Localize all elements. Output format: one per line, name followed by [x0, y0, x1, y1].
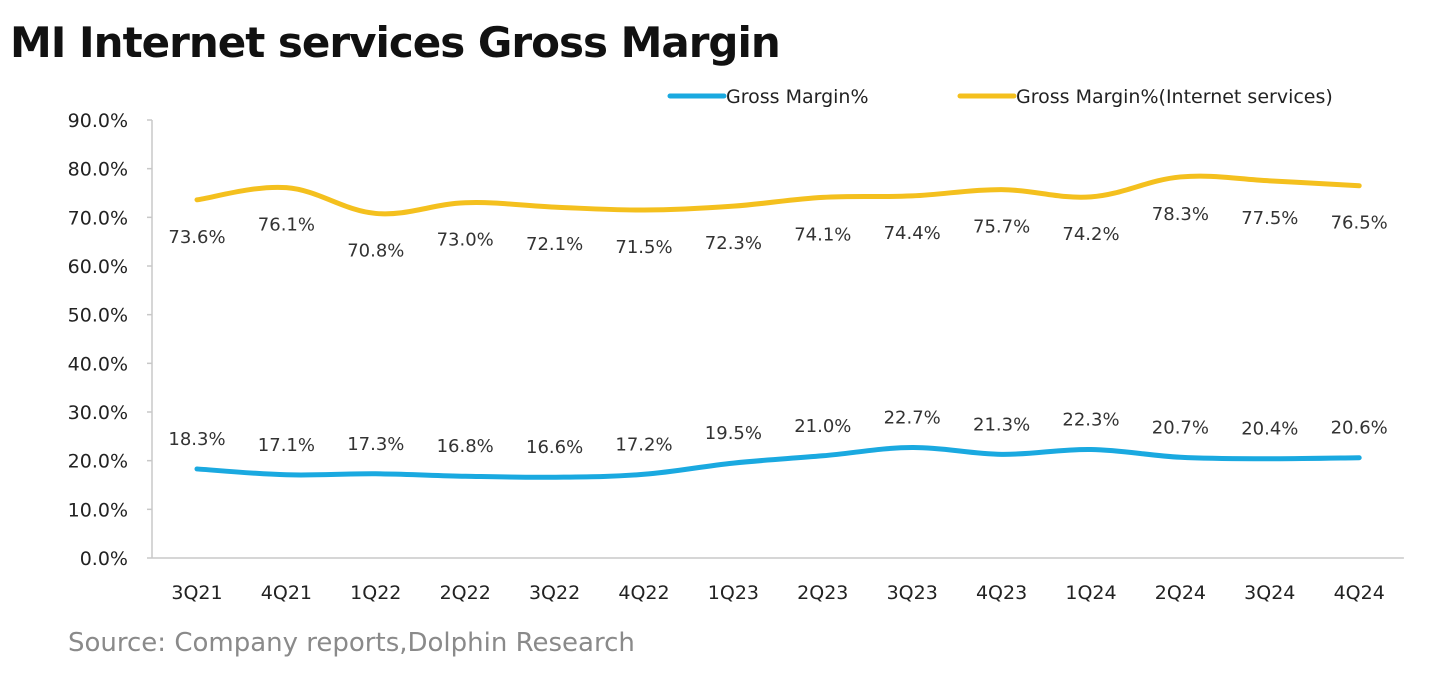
y-tick-label: 10.0% — [68, 499, 128, 521]
data-label: 76.5% — [1331, 213, 1388, 234]
legend-label: Gross Margin%(Internet services) — [1016, 86, 1333, 108]
series-line-1 — [194, 173, 1362, 217]
y-tick-label: 60.0% — [68, 256, 128, 278]
y-tick-label: 90.0% — [68, 110, 128, 132]
data-labels: 18.3% 17.1% 17.3% 16.8% 16.6% 17.2% 19.5% 21.0%… — [168, 204, 1387, 458]
data-label: 17.3% — [347, 434, 404, 455]
data-label: 20.4% — [1241, 419, 1298, 440]
y-tick-label: 40.0% — [68, 353, 128, 375]
x-tick-label: 4Q24 — [1334, 582, 1385, 604]
data-label: 21.0% — [794, 416, 851, 437]
data-label: 17.1% — [258, 435, 315, 456]
series-lines — [194, 173, 1362, 480]
x-tick-label: 3Q21 — [171, 582, 222, 604]
data-label: 16.6% — [526, 437, 583, 458]
data-label: 22.3% — [1062, 409, 1119, 430]
x-tick-label: 3Q22 — [529, 582, 580, 604]
y-tick-label: 0.0% — [80, 548, 128, 570]
y-tick-label: 30.0% — [68, 402, 128, 424]
data-label: 76.1% — [258, 215, 315, 236]
data-label: 72.3% — [705, 233, 762, 254]
x-tick-label: 3Q24 — [1244, 582, 1295, 604]
data-label: 74.2% — [1062, 224, 1119, 245]
data-label: 72.1% — [526, 234, 583, 255]
data-label: 74.1% — [794, 224, 851, 245]
legend-label: Gross Margin% — [726, 86, 869, 108]
y-tick-label: 80.0% — [68, 159, 128, 181]
data-label: 73.6% — [168, 227, 225, 248]
x-tick-label: 4Q21 — [261, 582, 312, 604]
legend: Gross Margin% Gross Margin%(Internet serv… — [667, 86, 1333, 108]
x-axis: 3Q21 4Q21 1Q22 2Q22 3Q22 4Q22 1Q23 2Q23 3Q23 4Q23… — [152, 557, 1404, 604]
y-tick-label: 50.0% — [68, 305, 128, 327]
data-label: 78.3% — [1152, 204, 1209, 225]
y-axis: 0.0% 10.0% 20.0% 30.0% 40.0% 50.0% 60.0% 70.0% 8… — [68, 110, 153, 570]
data-label: 19.5% — [705, 423, 762, 444]
x-tick-label: 4Q23 — [976, 582, 1027, 604]
x-tick-label: 2Q24 — [1155, 582, 1206, 604]
data-label: 70.8% — [347, 240, 404, 261]
x-tick-label: 3Q23 — [887, 582, 938, 604]
data-label: 18.3% — [168, 429, 225, 450]
x-tick-label: 1Q24 — [1065, 582, 1116, 604]
data-label: 20.6% — [1331, 418, 1388, 439]
data-label: 74.4% — [884, 223, 941, 244]
series-line-0 — [194, 445, 1362, 480]
x-tick-label: 2Q23 — [797, 582, 848, 604]
data-label: 21.3% — [973, 414, 1030, 435]
x-tick-label: 1Q22 — [350, 582, 401, 604]
data-label: 22.7% — [884, 408, 941, 429]
y-tick-label: 20.0% — [68, 451, 128, 473]
data-label: 71.5% — [615, 237, 672, 258]
data-label: 20.7% — [1152, 417, 1209, 438]
data-label: 77.5% — [1241, 208, 1298, 229]
data-label: 16.8% — [437, 436, 494, 457]
y-tick-label: 70.0% — [68, 207, 128, 229]
x-tick-label: 1Q23 — [708, 582, 759, 604]
data-label: 75.7% — [973, 217, 1030, 238]
x-tick-label: 2Q22 — [440, 582, 491, 604]
data-label: 73.0% — [437, 230, 494, 251]
chart-title: MI Internet services Gross Margin — [10, 18, 781, 67]
x-tick-label: 4Q22 — [618, 582, 669, 604]
data-label: 17.2% — [615, 434, 672, 455]
source-note: Source: Company reports,Dolphin Research — [68, 628, 635, 658]
